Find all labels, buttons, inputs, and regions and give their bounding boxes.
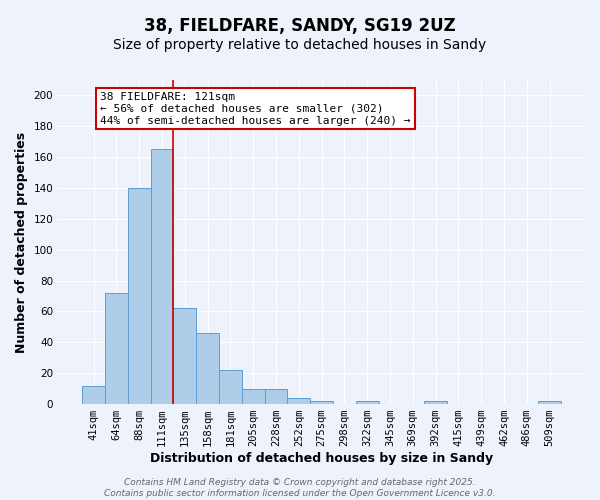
Bar — [538, 401, 561, 404]
Bar — [173, 308, 196, 404]
Text: 38, FIELDFARE, SANDY, SG19 2UZ: 38, FIELDFARE, SANDY, SG19 2UZ — [144, 18, 456, 36]
Text: Contains HM Land Registry data © Crown copyright and database right 2025.
Contai: Contains HM Land Registry data © Crown c… — [104, 478, 496, 498]
Bar — [82, 386, 105, 404]
Bar — [424, 401, 447, 404]
Text: Size of property relative to detached houses in Sandy: Size of property relative to detached ho… — [113, 38, 487, 52]
Bar — [287, 398, 310, 404]
Bar — [128, 188, 151, 404]
Y-axis label: Number of detached properties: Number of detached properties — [15, 132, 28, 352]
Text: 38 FIELDFARE: 121sqm
← 56% of detached houses are smaller (302)
44% of semi-deta: 38 FIELDFARE: 121sqm ← 56% of detached h… — [100, 92, 411, 126]
Bar — [242, 388, 265, 404]
Bar — [219, 370, 242, 404]
Bar — [151, 150, 173, 404]
X-axis label: Distribution of detached houses by size in Sandy: Distribution of detached houses by size … — [150, 452, 493, 465]
Bar — [310, 401, 333, 404]
Bar — [356, 401, 379, 404]
Bar — [265, 388, 287, 404]
Bar — [196, 333, 219, 404]
Bar — [105, 293, 128, 404]
